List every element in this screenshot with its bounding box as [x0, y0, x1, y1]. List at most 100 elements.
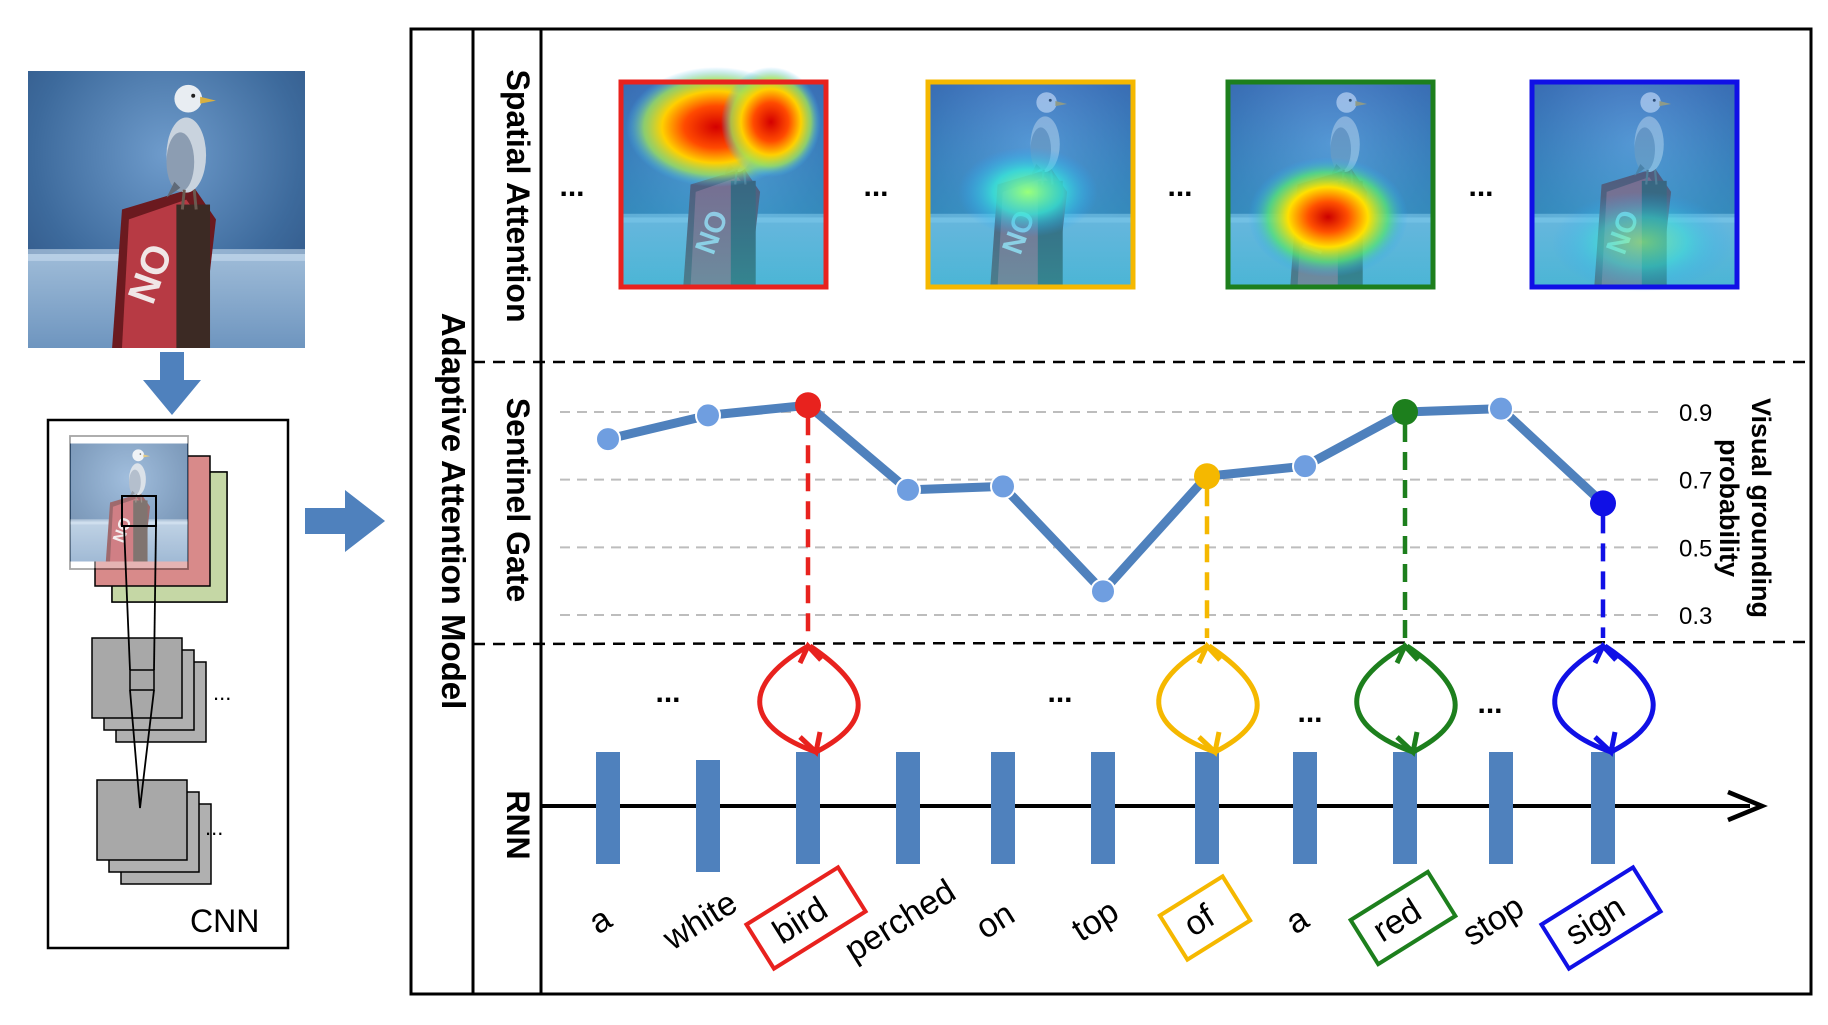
- rnn-label: RNN: [500, 790, 536, 859]
- rnn-ellipsis: ...: [655, 676, 680, 709]
- rnn-cell-white: [696, 760, 720, 872]
- time-axis-arrowhead: [1727, 789, 1768, 823]
- word-perched-3: perched: [838, 872, 962, 969]
- data-point-perched: [895, 476, 921, 503]
- sentinel-loop-of: [1156, 641, 1260, 757]
- sentinel-gate-label: Sentinel Gate: [500, 398, 536, 603]
- axis-title-line2: probability: [1714, 439, 1744, 577]
- loop-arrowhead-down: [1593, 731, 1618, 757]
- rnn-cell-on: [991, 752, 1015, 864]
- word-label: a: [1279, 900, 1315, 942]
- data-point-on: [990, 473, 1016, 500]
- word-a-0: a: [582, 900, 618, 942]
- loop-arrowhead-up: [1196, 641, 1222, 665]
- attention-map-bird: [618, 67, 829, 290]
- rnn-cell-red: [1393, 752, 1417, 864]
- adaptive-attention-panel: Adaptive Attention Model Spatial Attentio…: [409, 27, 1813, 996]
- caption-words: a white bird perched on top of a red stop sign: [582, 864, 1664, 972]
- down-arrow-shaft: [160, 352, 184, 380]
- rnn-section: ............: [541, 641, 1768, 872]
- word-label: perched: [838, 872, 962, 969]
- y-tick-label: 0.7: [1679, 468, 1712, 495]
- loop-arrowhead-up: [1592, 641, 1618, 665]
- data-point-top: [1090, 578, 1116, 605]
- attention-map-sign: [1529, 79, 1740, 292]
- receptive-field: [121, 495, 157, 527]
- data-point-stop: [1488, 395, 1514, 422]
- word-top-5: top: [1065, 892, 1125, 949]
- rnn-cell-a: [1293, 752, 1317, 864]
- projection-line: [123, 525, 131, 671]
- word-on-4: on: [969, 895, 1021, 947]
- loop-left: [1552, 643, 1612, 755]
- feature-map-1: [69, 435, 189, 570]
- sentinel-loop-bird: [757, 641, 861, 757]
- loop-arrowhead-down: [1197, 731, 1222, 757]
- conv-map: [91, 637, 183, 719]
- right-arrow-shaft: [305, 508, 345, 534]
- series-line: [606, 400, 1607, 596]
- word-highlight-box: [1347, 869, 1459, 967]
- down-arrow-head: [143, 380, 201, 415]
- loop-right: [1207, 643, 1260, 755]
- attention-map-red: [1225, 79, 1436, 290]
- loop-right: [1603, 643, 1656, 755]
- y-tick-label: 0.3: [1679, 603, 1712, 630]
- word-label: a: [582, 900, 618, 942]
- cnn-label: CNN: [190, 903, 259, 939]
- loop-left: [1156, 643, 1216, 755]
- rnn-cell-a: [596, 752, 620, 864]
- spatial-ellipsis: ...: [863, 170, 888, 203]
- loop-arrowhead-down: [1395, 731, 1420, 757]
- word-red-8: red: [1347, 869, 1459, 967]
- attention-map-of: [925, 79, 1136, 290]
- data-point-a: [1292, 453, 1318, 480]
- data-point-red: [1392, 399, 1418, 425]
- spatial-attention-maps: ............: [559, 67, 1740, 292]
- word-highlight-box: [743, 864, 869, 972]
- word-label: top: [1065, 892, 1125, 949]
- spatial-ellipsis: ...: [559, 170, 584, 203]
- word-of-6: of: [1157, 873, 1253, 963]
- spatial-attention-label: Spatial Attention: [500, 69, 536, 322]
- loop-left: [757, 643, 817, 755]
- right-arrow-head: [345, 490, 385, 552]
- word-label: white: [656, 884, 744, 959]
- rnn-cell-sign: [1591, 752, 1615, 864]
- rnn-cell-perched: [896, 752, 920, 864]
- rnn-cell-stop: [1489, 752, 1513, 864]
- conv-layer-2: [96, 779, 212, 885]
- attention-frame: [618, 79, 829, 290]
- word-stop-9: stop: [1456, 888, 1531, 954]
- data-point-white: [695, 402, 721, 429]
- data-point-bird: [795, 392, 821, 419]
- cnn-ellipsis: ...: [205, 815, 223, 840]
- sentinel-loop-red: [1354, 641, 1458, 757]
- word-label: on: [969, 895, 1021, 947]
- cnn-ellipsis: ...: [213, 680, 231, 705]
- attention-heat: [958, 147, 1098, 237]
- spatial-ellipsis: ...: [1468, 170, 1493, 203]
- y-tick-label: 0.5: [1679, 535, 1712, 562]
- y-tick-label: 0.9: [1679, 400, 1712, 427]
- conv-patch: [129, 669, 155, 691]
- attention-heat: [721, 67, 821, 177]
- rnn-cell-top: [1091, 752, 1115, 864]
- cnn-box: ...... CNN: [46, 418, 290, 950]
- rnn-ellipsis: ...: [1477, 687, 1502, 720]
- word-white-1: white: [656, 884, 744, 959]
- loop-arrowhead-up: [797, 641, 823, 665]
- loop-left: [1354, 643, 1414, 755]
- attention-heat: [1248, 157, 1408, 277]
- rnn-cell-of: [1195, 752, 1219, 864]
- data-point-a: [595, 426, 621, 453]
- word-label: stop: [1456, 888, 1531, 954]
- spatial-ellipsis: ...: [1167, 170, 1192, 203]
- projection-line: [129, 689, 155, 809]
- rnn-cell-bird: [796, 752, 820, 864]
- attention-frame: [1225, 79, 1436, 290]
- outer-frame: [409, 27, 1813, 996]
